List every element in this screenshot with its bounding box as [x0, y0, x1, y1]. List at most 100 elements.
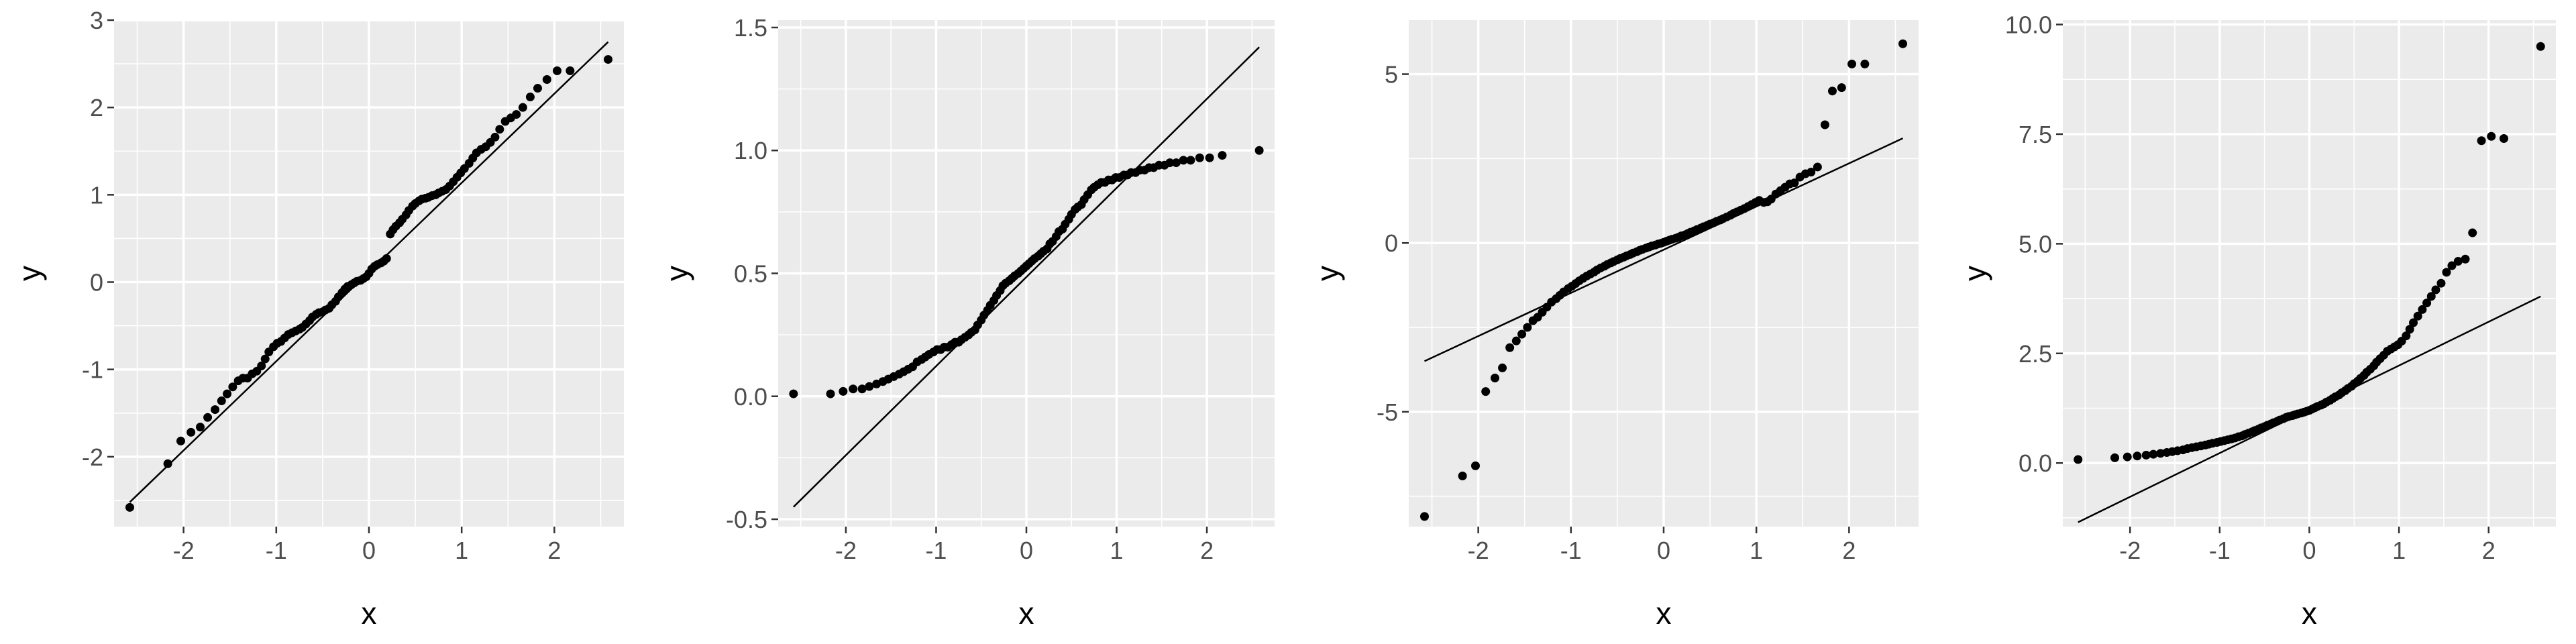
data-point: [525, 93, 535, 102]
data-point: [518, 103, 527, 112]
data-point: [2468, 228, 2477, 237]
data-point: [1505, 343, 1515, 352]
data-point: [865, 382, 874, 391]
x-tick-label: -2: [2119, 537, 2141, 564]
y-tick-label: 3: [90, 7, 103, 34]
y-tick-label: 0: [1385, 229, 1398, 257]
data-point: [2487, 131, 2496, 141]
x-tick-label: 2: [1842, 537, 1856, 564]
data-point: [553, 66, 562, 75]
data-point: [203, 413, 213, 422]
data-point: [1827, 87, 1837, 96]
data-point: [1165, 158, 1175, 168]
y-tick-label: -0.5: [726, 506, 767, 533]
data-point: [542, 75, 551, 85]
data-point: [604, 55, 613, 64]
data-point: [2477, 136, 2486, 146]
qq-reference-line: [792, 46, 1260, 508]
x-tick-label: 0: [1020, 537, 1033, 564]
data-point: [260, 354, 270, 364]
panel-1: -2 -1 0 1 2 -2 -1 0 1 2 3 x y: [12, 7, 624, 631]
data-point: [1171, 158, 1181, 168]
data-point: [1813, 162, 1822, 172]
y-axis-title: y: [1957, 266, 1992, 281]
data-point: [1186, 156, 1195, 165]
y-tick-label: 0: [90, 269, 103, 297]
data-point: [2422, 299, 2432, 308]
x-tick-label: 1: [455, 537, 468, 564]
y-tick-label: 1: [90, 181, 103, 209]
data-point: [2442, 268, 2451, 277]
data-point: [2431, 285, 2440, 294]
x-tick-label: 0: [2302, 537, 2316, 564]
data-point: [163, 459, 172, 468]
data-point: [2133, 451, 2142, 461]
data-point: [1218, 151, 1227, 160]
data-point: [857, 384, 867, 394]
data-point: [176, 436, 185, 445]
panel-3: -2 -1 0 1 2 -5 0 5 x y: [1310, 20, 1919, 631]
y-tick-label: -2: [82, 443, 103, 471]
data-point: [566, 66, 575, 75]
data-point: [849, 384, 858, 394]
data-point: [223, 389, 232, 398]
data-point: [1481, 387, 1491, 396]
data-point: [2110, 453, 2120, 462]
data-point: [382, 254, 391, 263]
data-point: [533, 84, 542, 93]
data-point: [186, 427, 196, 437]
data-point: [1491, 374, 1500, 383]
data-point: [512, 110, 521, 119]
y-tick-label: 2: [90, 94, 103, 121]
data-point: [1419, 512, 1429, 521]
y-tick-label: -1: [82, 356, 103, 384]
data-point: [1205, 153, 1214, 162]
data-point: [2402, 331, 2411, 341]
data-point: [2536, 42, 2545, 51]
data-point: [2426, 292, 2436, 301]
y-tick-label: 0.5: [734, 260, 767, 288]
data-point: [1254, 146, 1264, 155]
data-point: [1860, 59, 1870, 68]
x-tick-label: 1: [2392, 537, 2406, 564]
y-axis-title: y: [12, 266, 47, 281]
y-tick-label: 1.0: [734, 137, 767, 164]
x-tick-label: -1: [2209, 537, 2231, 564]
x-axis-title: x: [362, 596, 377, 631]
data-point: [1458, 472, 1467, 480]
data-point: [1837, 83, 1846, 93]
data-point: [2436, 278, 2446, 288]
data-point: [2413, 311, 2422, 321]
x-tick-label: -1: [266, 537, 287, 564]
data-point: [2123, 452, 2132, 462]
data-point: [1790, 178, 1799, 188]
y-tick-label: 0.0: [2019, 449, 2052, 477]
y-tick-label: 5: [1385, 61, 1398, 89]
data-point: [1807, 168, 1816, 176]
data-point: [2149, 449, 2158, 459]
y-axis-title: y: [659, 266, 694, 281]
x-tick-label: 0: [362, 537, 376, 564]
data-point: [1179, 156, 1188, 165]
x-tick-label: 2: [547, 537, 561, 564]
data-point: [2141, 450, 2151, 460]
x-tick-label: -2: [835, 537, 857, 564]
data-point: [1820, 120, 1829, 129]
data-point: [2461, 254, 2470, 264]
x-tick-label: 0: [1657, 537, 1670, 564]
data-point: [1523, 323, 1532, 332]
data-point: [1898, 39, 1908, 48]
data-point: [2418, 305, 2427, 314]
x-tick-label: 1: [1750, 537, 1763, 564]
data-point: [1511, 336, 1521, 345]
y-axis-title: y: [1310, 266, 1345, 281]
qq-reference-line: [1424, 138, 1904, 362]
data-point: [125, 502, 134, 512]
y-tick-label: 1.5: [734, 14, 767, 42]
data-point: [826, 389, 835, 398]
y-tick-label: 0.0: [734, 383, 767, 411]
x-axis-title: x: [1019, 596, 1034, 631]
panel-2: -2 -1 0 1 2 -0.5 0.0 0.5 1.0 1.5 x y: [659, 14, 1275, 631]
x-tick-label: -1: [925, 537, 947, 564]
data-point: [2074, 455, 2083, 464]
